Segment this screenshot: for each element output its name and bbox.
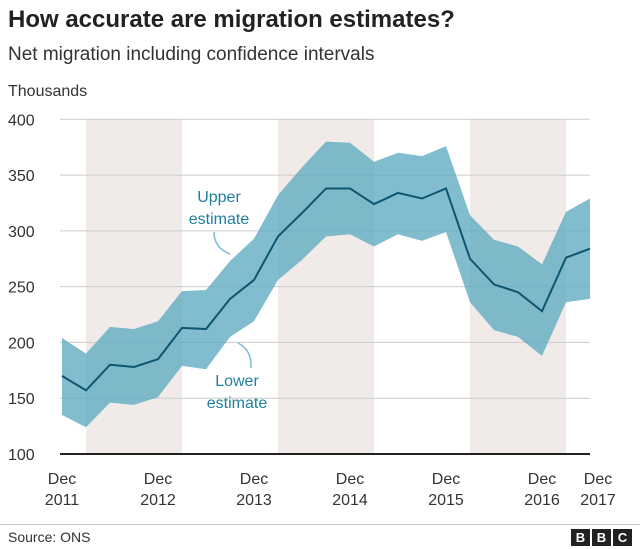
y-tick-label: 200 [8,335,35,352]
x-tick-label-year: 2012 [140,492,176,509]
y-tick-label: 100 [8,447,35,464]
lower-annotation-leader [237,342,252,369]
chart-area: 100 150 200 250 300 350 400 Dec 2011 Dec 2012 Dec 20… [8,112,616,509]
central-estimate-line [61,187,591,392]
x-tick-label-year: 2013 [236,492,272,509]
x-tick-label-month: Dec [432,471,460,488]
x-tick-label-year: 2011 [45,492,80,509]
upper-annotation-leader [213,231,231,255]
confidence-interval-band [62,141,590,428]
upper-estimate-annotation: estimate [189,211,250,228]
x-tick-label-month: Dec [336,471,364,488]
x-tick-label-month: Dec [584,471,612,488]
y-axis-label: Thousands [8,83,88,100]
x-tick-label-month: Dec [528,471,556,488]
source-text: Source: ONS [8,529,91,545]
lower-estimate-annotation: Lower [215,373,259,390]
y-tick-label: 150 [8,391,35,408]
x-tick-label-year: 2016 [524,492,560,509]
y-tick-label: 350 [8,168,35,185]
chart-subtitle: Net migration including confidence inter… [8,44,375,65]
y-tick-label: 250 [8,280,35,297]
x-tick-label-year: 2014 [332,492,368,509]
chart-title: How accurate are migration estimates? [8,6,455,33]
lower-estimate-annotation: estimate [207,395,268,412]
footer-divider [0,524,640,525]
x-tick-label-month: Dec [48,471,76,488]
x-tick-label-month: Dec [144,471,172,488]
x-tick-label-year: 2015 [428,492,464,509]
y-tick-label: 400 [8,112,35,129]
x-tick-label-year: 2017 [580,492,616,509]
upper-estimate-annotation: Upper [197,189,241,206]
y-tick-label: 300 [8,224,35,241]
x-tick-label-month: Dec [240,471,268,488]
